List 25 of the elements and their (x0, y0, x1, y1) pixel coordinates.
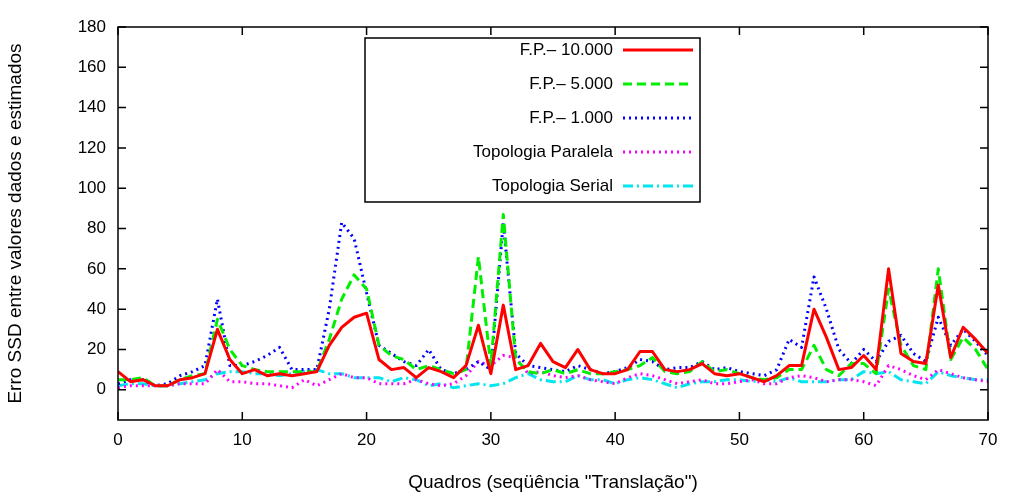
x-tick-label: 20 (357, 429, 377, 449)
legend-label: Topologia Paralela (473, 141, 614, 161)
x-tick-label: 10 (232, 429, 252, 449)
legend-label: Topologia Serial (492, 175, 613, 195)
x-tick-label: 0 (113, 429, 123, 449)
x-axis-title: Quadros (seqüência "Translação") (408, 470, 698, 492)
x-tick-label: 50 (729, 429, 749, 449)
y-tick-label: 0 (96, 379, 106, 399)
legend-label: F.P.– 5.000 (529, 73, 613, 93)
y-tick-label: 160 (77, 57, 106, 76)
y-tick-label: 180 (77, 16, 106, 36)
y-tick-label: 100 (77, 177, 106, 197)
y-tick-label: 20 (87, 339, 106, 359)
y-tick-label: 40 (87, 298, 106, 318)
y-tick-label: 120 (77, 137, 106, 157)
y-axis-title: Erro SSD entre valores dados e estimados (3, 43, 25, 404)
y-tick-label: 60 (87, 258, 106, 278)
legend-label: F.P.– 1.000 (529, 107, 613, 127)
legend-label: F.P.– 10.000 (519, 39, 613, 59)
x-tick-label: 60 (854, 429, 874, 449)
x-tick-label: 30 (481, 429, 501, 449)
y-tick-label: 80 (87, 218, 106, 238)
y-tick-label: 140 (77, 97, 106, 117)
x-tick-label: 40 (605, 429, 625, 449)
x-tick-label: 70 (978, 429, 998, 449)
